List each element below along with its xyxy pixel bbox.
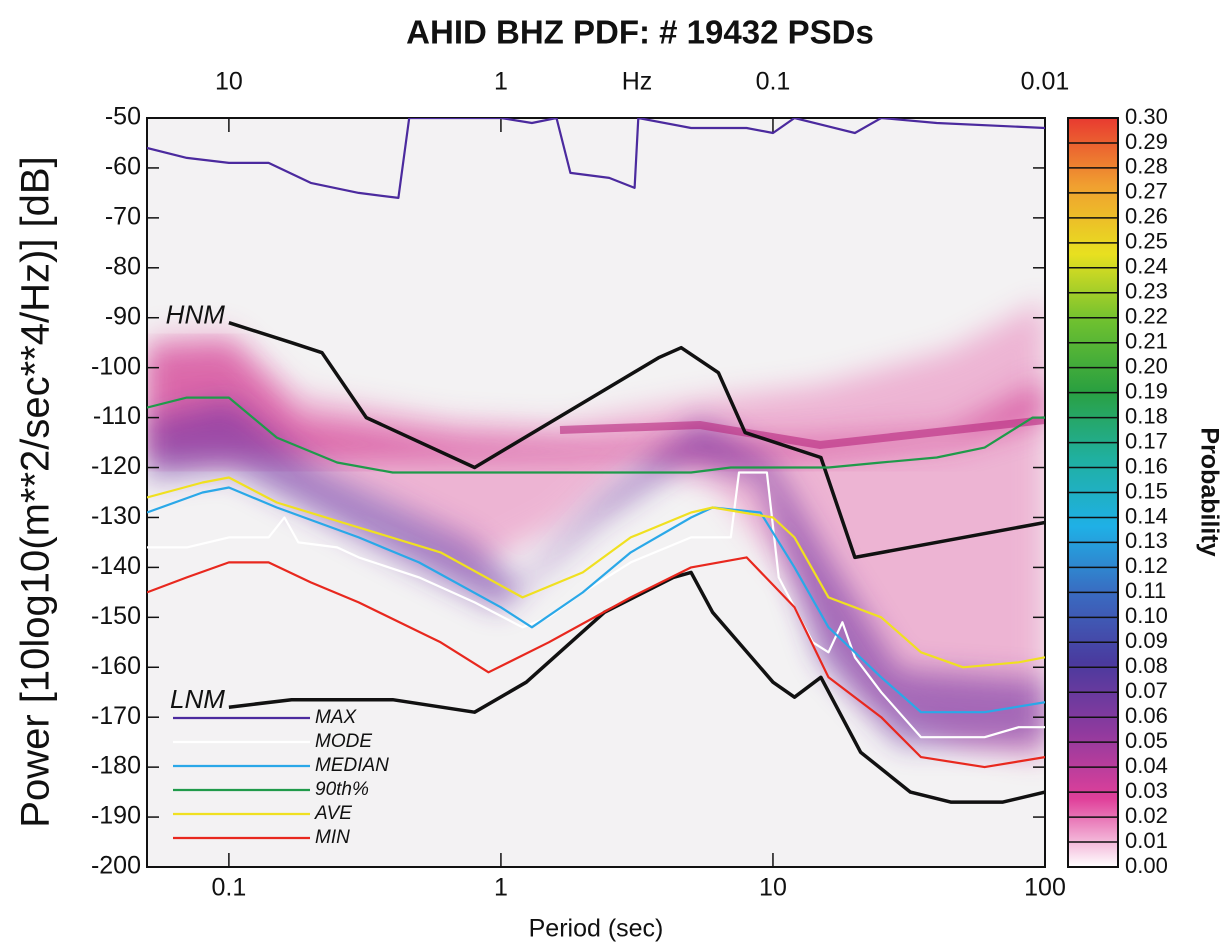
colorbar-tick-label: 0.23 <box>1125 279 1168 304</box>
legend-label: AVE <box>314 803 352 824</box>
y-tick-label: -70 <box>105 202 141 230</box>
noise-model-line <box>228 570 1045 804</box>
series-line <box>147 118 1045 199</box>
y-tick-label: -160 <box>91 652 141 680</box>
noise-model-line <box>228 321 1045 560</box>
y-tick-label: -50 <box>105 103 141 131</box>
colorbar-tick-label: 0.30 <box>1125 104 1168 129</box>
y-tick-label: -80 <box>105 252 141 280</box>
x-tick-label: 0.1 <box>212 874 247 902</box>
series-line <box>147 396 1045 474</box>
colorbar-label: Probability <box>1195 427 1223 556</box>
legend-label: MIN <box>315 827 350 848</box>
x2-tick-label: 10 <box>215 68 243 96</box>
y-axis-label: Power [10log10(m**2/sec**4/Hz)] [dB] <box>14 156 58 827</box>
colorbar-tick-label: 0.22 <box>1125 304 1168 329</box>
legend-label: 90th% <box>315 779 369 800</box>
x-tick-label: 100 <box>1024 874 1066 902</box>
x2-tick-label: 1 <box>494 68 508 96</box>
legend-label: MEDIAN <box>315 755 389 776</box>
colorbar-tick-label: 0.02 <box>1125 803 1168 828</box>
x-tick-label: 10 <box>759 874 787 902</box>
colorbar-tick-label: 0.12 <box>1125 553 1168 578</box>
colorbar-tick-label: 0.08 <box>1125 653 1168 678</box>
colorbar-tick-label: 0.09 <box>1125 628 1168 653</box>
x2-tick-label: 0.01 <box>1021 68 1070 96</box>
colorbar-tick-label: 0.27 <box>1125 179 1168 204</box>
chart-title: AHID BHZ PDF: # 19432 PSDs <box>406 14 874 51</box>
series-line <box>147 476 1045 669</box>
y-tick-label: -180 <box>91 752 141 780</box>
colorbar-tick-label: 0.14 <box>1125 503 1168 528</box>
y-tick-label: -60 <box>105 153 141 181</box>
colorbar-tick-label: 0.00 <box>1125 853 1168 878</box>
colorbar-tick-label: 0.29 <box>1125 129 1168 154</box>
y-tick-label: -140 <box>91 552 141 580</box>
series-line <box>147 486 1045 714</box>
y-tick-label: -190 <box>91 802 141 830</box>
y-tick-label: -200 <box>91 852 141 880</box>
colorbar-tick-label: 0.18 <box>1125 403 1168 428</box>
x-tick-label: 1 <box>494 874 508 902</box>
colorbar-tick-label: 0.04 <box>1125 753 1168 778</box>
data-lines <box>147 118 1045 804</box>
colorbar-tick-label: 0.17 <box>1125 428 1168 453</box>
colorbar-tick-label: 0.19 <box>1125 378 1168 403</box>
colorbar-tick-label: 0.15 <box>1125 478 1168 503</box>
x-axis-label: Period (sec) <box>529 915 664 943</box>
colorbar-tick-label: 0.16 <box>1125 453 1168 478</box>
y-tick-label: -90 <box>105 302 141 330</box>
colorbar-tick-label: 0.20 <box>1125 353 1168 378</box>
colorbar-tick-label: 0.11 <box>1125 578 1166 603</box>
colorbar-tick-label: 0.28 <box>1125 154 1168 179</box>
y-tick-label: -170 <box>91 702 141 730</box>
series-line <box>147 471 1045 739</box>
y-tick-label: -120 <box>91 452 141 480</box>
legend-label: MAX <box>315 707 358 728</box>
colorbar-tick-label: 0.21 <box>1125 329 1168 354</box>
y-tick-label: -100 <box>91 352 141 380</box>
noise-model-label: HNM <box>166 300 226 330</box>
legend-label: MODE <box>315 731 372 752</box>
colorbar-tick-label: 0.01 <box>1125 828 1168 853</box>
colorbar-tick-label: 0.10 <box>1125 603 1168 628</box>
colorbar-tick-label: 0.24 <box>1125 254 1168 279</box>
colorbar-tick-label: 0.25 <box>1125 229 1168 254</box>
y-tick-label: -150 <box>91 602 141 630</box>
colorbar-tick-label: 0.07 <box>1125 678 1168 703</box>
series-line <box>147 556 1045 769</box>
colorbar-tick-label: 0.13 <box>1125 528 1168 553</box>
colorbar-tick-label: 0.06 <box>1125 703 1168 728</box>
colorbar-tick-label: 0.26 <box>1125 204 1168 229</box>
plot-frame <box>146 117 1046 868</box>
y-tick-label: -110 <box>93 402 141 430</box>
x2-tick-label: 0.1 <box>756 68 791 96</box>
colorbar-tick-label: 0.03 <box>1125 778 1168 803</box>
y-tick-label: -130 <box>91 502 141 530</box>
noise-model-label: LNM <box>170 684 225 714</box>
colorbar-tick-label: 0.05 <box>1125 728 1168 753</box>
x2-axis-label: Hz <box>622 68 653 96</box>
